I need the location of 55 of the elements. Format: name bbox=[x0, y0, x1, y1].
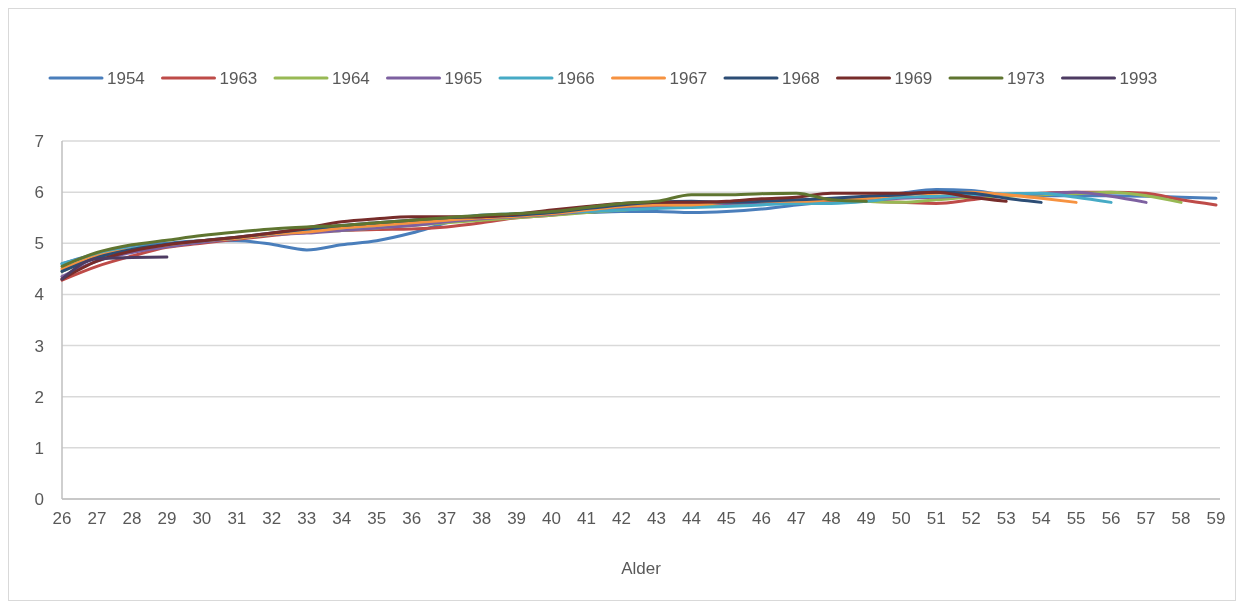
legend-label: 1965 bbox=[444, 68, 483, 88]
x-tick-label: 54 bbox=[1031, 509, 1051, 528]
x-tick-label: 40 bbox=[542, 509, 562, 528]
y-tick-label: 0 bbox=[34, 489, 44, 509]
legend-label: 1963 bbox=[219, 68, 258, 88]
x-tick-label: 49 bbox=[856, 509, 876, 528]
x-tick-label: 27 bbox=[87, 509, 107, 528]
y-tick-label: 4 bbox=[34, 285, 44, 305]
x-tick-label: 50 bbox=[891, 509, 911, 528]
x-tick-label: 47 bbox=[786, 509, 806, 528]
legend-label: 1969 bbox=[894, 68, 933, 88]
legend-label: 1954 bbox=[107, 68, 145, 88]
x-tick-label: 53 bbox=[996, 509, 1016, 528]
x-tick-label: 31 bbox=[227, 509, 247, 528]
x-tick-label: 39 bbox=[507, 509, 527, 528]
x-tick-label: 44 bbox=[681, 509, 701, 528]
x-tick-label: 57 bbox=[1136, 509, 1156, 528]
x-tick-label: 55 bbox=[1066, 509, 1086, 528]
x-tick-label: 33 bbox=[297, 509, 317, 528]
x-tick-label: 29 bbox=[157, 509, 177, 528]
legend-label: 1973 bbox=[1007, 68, 1045, 88]
x-tick-label: 38 bbox=[472, 509, 492, 528]
x-tick-label: 28 bbox=[122, 509, 142, 528]
x-tick-label: 43 bbox=[647, 509, 666, 528]
x-tick-label: 45 bbox=[716, 509, 736, 528]
x-tick-label: 48 bbox=[821, 509, 841, 528]
legend-label: 1993 bbox=[1119, 68, 1158, 88]
x-tick-label: 32 bbox=[262, 509, 282, 528]
x-tick-label: 46 bbox=[751, 509, 771, 528]
y-tick-label: 1 bbox=[34, 438, 44, 458]
y-tick-label: 3 bbox=[34, 336, 44, 356]
x-tick-label: 59 bbox=[1206, 509, 1226, 528]
x-tick-label: 30 bbox=[192, 509, 212, 528]
line-series bbox=[60, 191, 868, 268]
legend-label: 1964 bbox=[332, 68, 370, 88]
y-tick-label: 5 bbox=[34, 234, 44, 254]
x-tick-label: 56 bbox=[1101, 509, 1121, 528]
x-tick-label: 37 bbox=[437, 509, 457, 528]
x-tick-label: 34 bbox=[332, 509, 352, 528]
x-tick-label: 26 bbox=[52, 509, 72, 528]
line-series bbox=[60, 255, 169, 281]
y-tick-label: 7 bbox=[34, 131, 44, 151]
x-tick-label: 58 bbox=[1171, 509, 1191, 528]
legend-label: 1966 bbox=[557, 68, 595, 88]
x-tick-label: 35 bbox=[367, 509, 387, 528]
x-tick-label: 42 bbox=[612, 509, 631, 528]
x-tick-label: 41 bbox=[577, 509, 597, 528]
legend-label: 1968 bbox=[782, 68, 820, 88]
legend-label: 1967 bbox=[669, 68, 708, 88]
y-tick-label: 2 bbox=[34, 387, 44, 407]
x-tick-label: 51 bbox=[926, 509, 946, 528]
x-axis-title: Alder bbox=[621, 559, 662, 578]
y-tick-label: 6 bbox=[34, 183, 44, 203]
x-tick-label: 52 bbox=[961, 509, 981, 528]
x-tick-label: 36 bbox=[402, 509, 422, 528]
